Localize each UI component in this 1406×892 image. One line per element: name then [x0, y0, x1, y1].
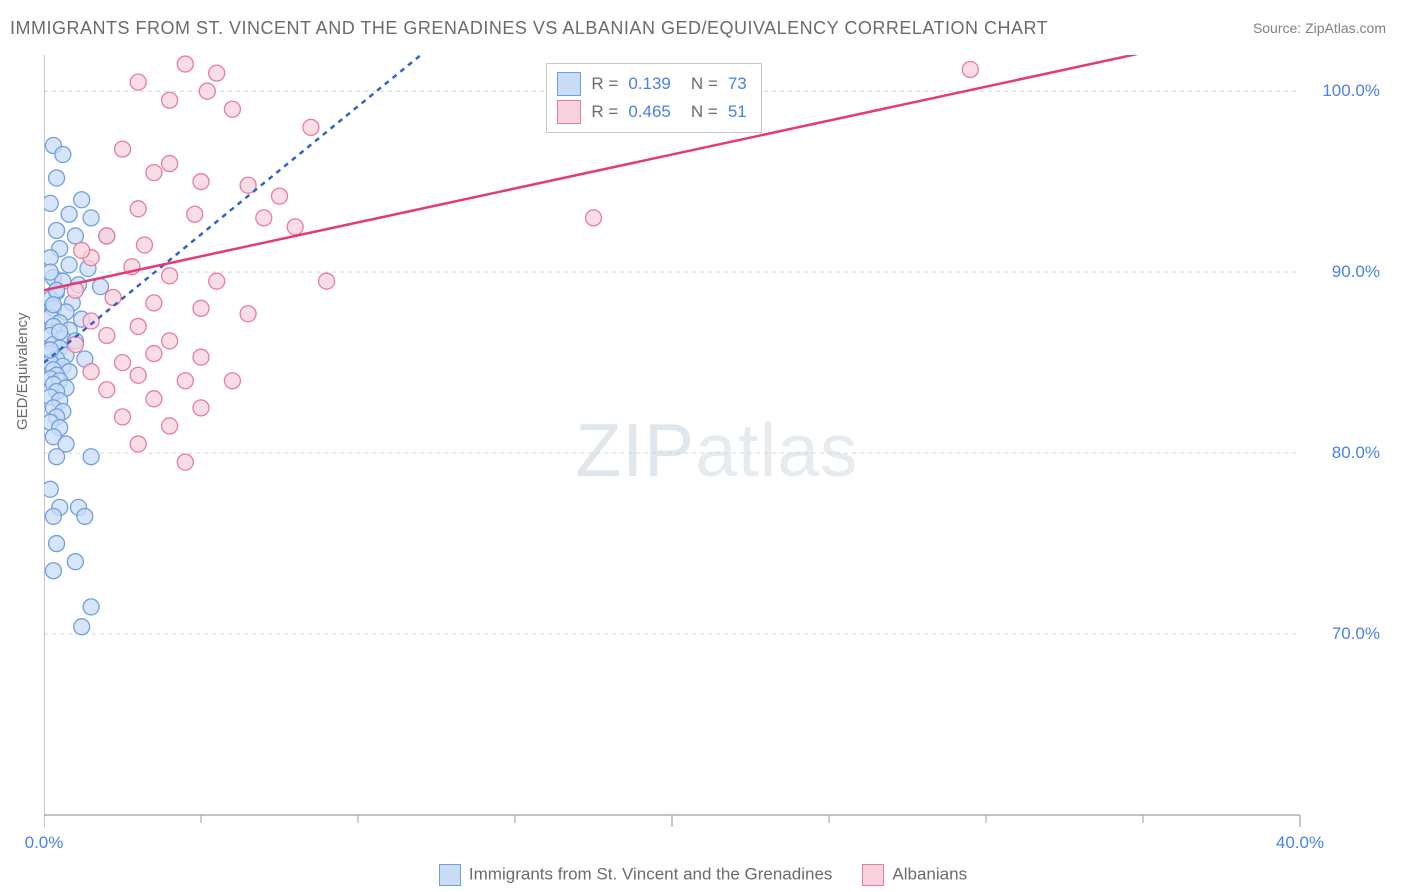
- bottom-legend-item: Albanians: [862, 864, 967, 886]
- y-axis-label: GED/Equivalency: [14, 312, 31, 430]
- legend-swatch: [557, 100, 581, 124]
- r-value: 0.465: [628, 102, 671, 122]
- n-label: N =: [691, 102, 718, 122]
- x-tick-label: 0.0%: [25, 833, 64, 853]
- legend-swatch: [862, 864, 884, 886]
- legend-swatch: [439, 864, 461, 886]
- n-value: 51: [728, 102, 747, 122]
- legend-row: R = 0.139 N = 73: [557, 70, 746, 98]
- chart-title: IMMIGRANTS FROM ST. VINCENT AND THE GREN…: [10, 18, 1048, 39]
- correlation-legend: R = 0.139 N = 73 R = 0.465 N = 51: [546, 63, 761, 133]
- legend-swatch: [557, 72, 581, 96]
- n-label: N =: [691, 74, 718, 94]
- legend-row: R = 0.465 N = 51: [557, 98, 746, 126]
- y-tick-label: 100.0%: [1322, 81, 1380, 101]
- legend-label: Albanians: [892, 864, 967, 883]
- legend-label: Immigrants from St. Vincent and the Gren…: [469, 864, 832, 883]
- x-tick-label: 40.0%: [1276, 833, 1324, 853]
- n-value: 73: [728, 74, 747, 94]
- bottom-legend-item: Immigrants from St. Vincent and the Gren…: [439, 864, 832, 886]
- scatter-plot: ZIPatlas 70.0%80.0%90.0%100.0% R =0.139N…: [44, 55, 1390, 845]
- r-label: R =: [591, 74, 618, 94]
- y-tick-label: 70.0%: [1332, 624, 1380, 644]
- y-tick-label: 80.0%: [1332, 443, 1380, 463]
- r-label: R =: [591, 102, 618, 122]
- bottom-legend: Immigrants from St. Vincent and the Gren…: [0, 864, 1406, 886]
- r-value: 0.139: [628, 74, 671, 94]
- chart-svg: [44, 55, 1390, 845]
- source-attribution: Source: ZipAtlas.com: [1253, 20, 1386, 36]
- y-tick-label: 90.0%: [1332, 262, 1380, 282]
